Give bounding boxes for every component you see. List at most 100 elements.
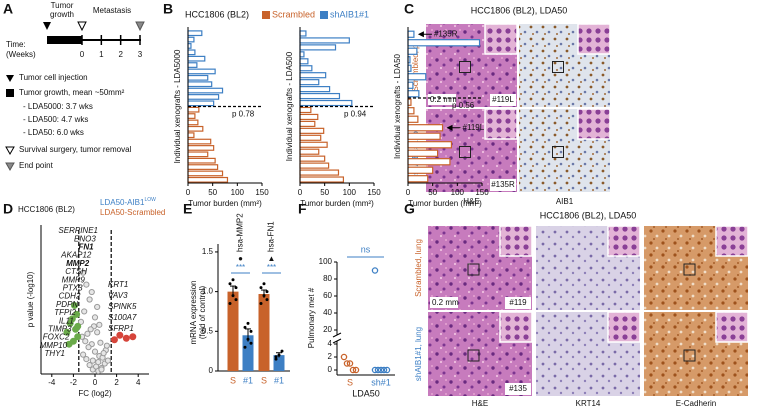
y-tick-label: 100 (319, 257, 333, 266)
bar (299, 162, 330, 169)
x-tick-label: #1 (243, 375, 253, 385)
group-label: hsa-MMP2 (236, 213, 245, 252)
x-tick-label: 150 (255, 188, 269, 197)
column-label: AIB1 (556, 197, 574, 206)
legend-symbol (5, 146, 15, 156)
bar (299, 141, 328, 148)
inset (607, 225, 641, 257)
p-value: p 0.78 (232, 110, 255, 119)
point (265, 290, 269, 294)
point (74, 333, 82, 341)
zoom-box (467, 349, 480, 362)
legend-text: LDA50-AIB1 (100, 198, 145, 207)
chart-title: HCC1806 (BL2) (18, 205, 75, 214)
column-label: E-Cadherin (676, 399, 716, 408)
point (377, 366, 385, 374)
bar (187, 119, 199, 126)
gene-label: KRT1 (108, 280, 128, 289)
y-tick-label: 0.5 (202, 326, 214, 335)
bar (407, 90, 420, 98)
point (259, 302, 263, 306)
gene-label: PDPN (56, 300, 78, 309)
bar (227, 291, 239, 371)
gene-label: SFRP1 (108, 324, 134, 333)
id-box (490, 94, 516, 106)
id-box (505, 383, 531, 395)
bar (187, 74, 209, 81)
x-tick-label: 50 (320, 188, 329, 197)
point (100, 350, 107, 357)
point (89, 357, 96, 364)
panel-label: C (404, 1, 414, 17)
legend-text: LDA50-Scrambled (100, 208, 165, 217)
legend-text: End point (19, 161, 54, 170)
sample-id: #135R (491, 180, 515, 189)
endpoint-marker (135, 21, 145, 32)
y-axis-label: (fold of control) (198, 285, 207, 339)
zoom-box (459, 146, 471, 158)
sample-id: #135 (509, 384, 527, 393)
bar (187, 145, 215, 151)
bar (187, 68, 216, 75)
gene-label: THY1 (45, 349, 65, 358)
group-label: hsa-FN1 (267, 221, 276, 252)
panel-label: D (3, 201, 13, 217)
group-marker: ▲ (268, 254, 276, 263)
gene-label: CTSH (65, 267, 87, 276)
gene-label: IL11 (59, 316, 74, 325)
bar (187, 113, 196, 119)
point (95, 358, 102, 366)
scale-bar-label: 0.2 mm (430, 95, 457, 104)
bar (187, 125, 204, 132)
point (83, 356, 90, 363)
legend-swatch (320, 11, 328, 19)
axis-break (332, 338, 342, 344)
axis-break-gap (333, 335, 341, 341)
sample-id: #119 (509, 298, 527, 307)
point (371, 267, 379, 274)
x-tick-label: 50 (208, 188, 217, 197)
bar (187, 176, 229, 183)
bar (299, 169, 340, 176)
point (70, 301, 78, 309)
x-tick-label: S (230, 375, 236, 385)
bar (407, 73, 427, 81)
bar (242, 335, 254, 371)
bar (187, 164, 219, 170)
x-tick-label: 0 (93, 378, 98, 387)
point (243, 325, 247, 329)
point (249, 329, 253, 333)
bar (299, 44, 337, 51)
y-tick-label: 4 (328, 339, 333, 348)
point (80, 351, 87, 358)
bar (187, 62, 198, 68)
x-tick-label: 4 (136, 378, 141, 387)
bar (407, 30, 415, 38)
time-label: Time: (6, 40, 26, 49)
p-value: p 0.94 (344, 110, 367, 119)
bar (187, 49, 196, 56)
point (231, 278, 235, 282)
point (274, 357, 278, 361)
point (94, 329, 101, 336)
significance: *** (267, 263, 276, 272)
bar (407, 141, 453, 149)
y-tick-label: 2 (328, 352, 333, 361)
legend-text: Tumor growth, mean ~50mm² (19, 88, 125, 97)
point (262, 294, 266, 298)
growth-bar (47, 36, 82, 44)
bar (299, 37, 350, 44)
inset (607, 311, 641, 343)
point (83, 281, 90, 288)
column-label: H&E (472, 399, 488, 408)
bar (299, 127, 325, 134)
x-tick-label: 100 (451, 188, 465, 197)
gene-label: PTX3 (63, 284, 84, 293)
bar (407, 166, 434, 174)
y-tick-label: 20 (323, 325, 332, 334)
legend-text: - LDA50: 6.0 wks (23, 128, 84, 137)
callout-arrow (417, 31, 424, 38)
point (77, 318, 85, 325)
bar (299, 86, 331, 93)
legend-text: - LDA5000: 3.7 wks (23, 102, 93, 111)
